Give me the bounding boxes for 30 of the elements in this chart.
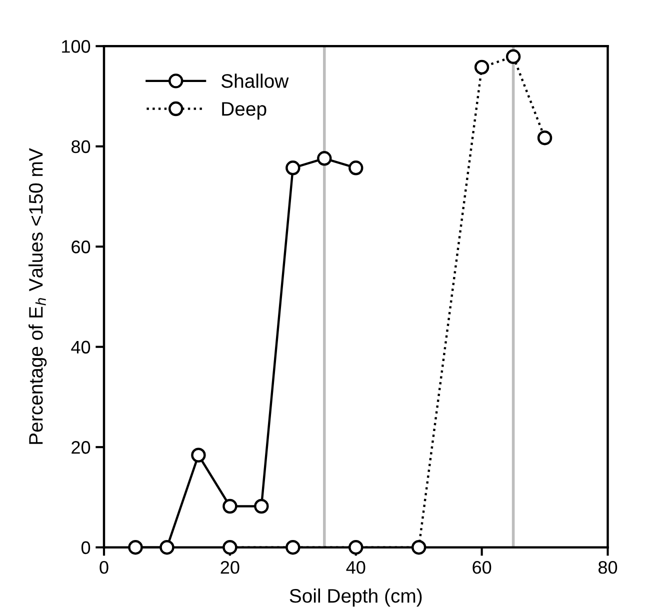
point — [348, 160, 364, 176]
point — [191, 448, 206, 462]
point — [222, 540, 238, 555]
point — [128, 540, 143, 555]
point — [254, 498, 269, 514]
x-tick-label: 20 — [220, 561, 240, 574]
point — [286, 160, 300, 176]
y-tick-label: 60 — [72, 240, 90, 254]
legend-label: Shallow — [221, 74, 289, 88]
point — [474, 60, 490, 75]
point — [537, 130, 552, 146]
point — [222, 498, 238, 514]
point — [317, 151, 332, 166]
point — [286, 540, 300, 555]
y-tick-label: 20 — [72, 441, 90, 454]
x-tick-label: 0 — [100, 561, 108, 574]
y-tick-label: 100 — [62, 40, 90, 53]
point — [348, 540, 364, 555]
x-tick-label: 80 — [598, 561, 618, 574]
y-axis-title: Percentage of E$_{h}$ Values <150 mV — [28, 148, 47, 444]
point — [411, 540, 426, 555]
y-tick-label: 40 — [71, 340, 90, 354]
legend-label: Deep — [222, 102, 266, 120]
x-axis-title: Soil Depth (cm) — [290, 588, 422, 607]
point — [160, 540, 174, 555]
x-tick-label: 40 — [346, 561, 366, 574]
y-tick-label: 80 — [72, 140, 90, 154]
point — [506, 49, 521, 64]
x-tick-label: 60 — [472, 561, 492, 574]
y-tick-label: 0 — [81, 541, 90, 554]
